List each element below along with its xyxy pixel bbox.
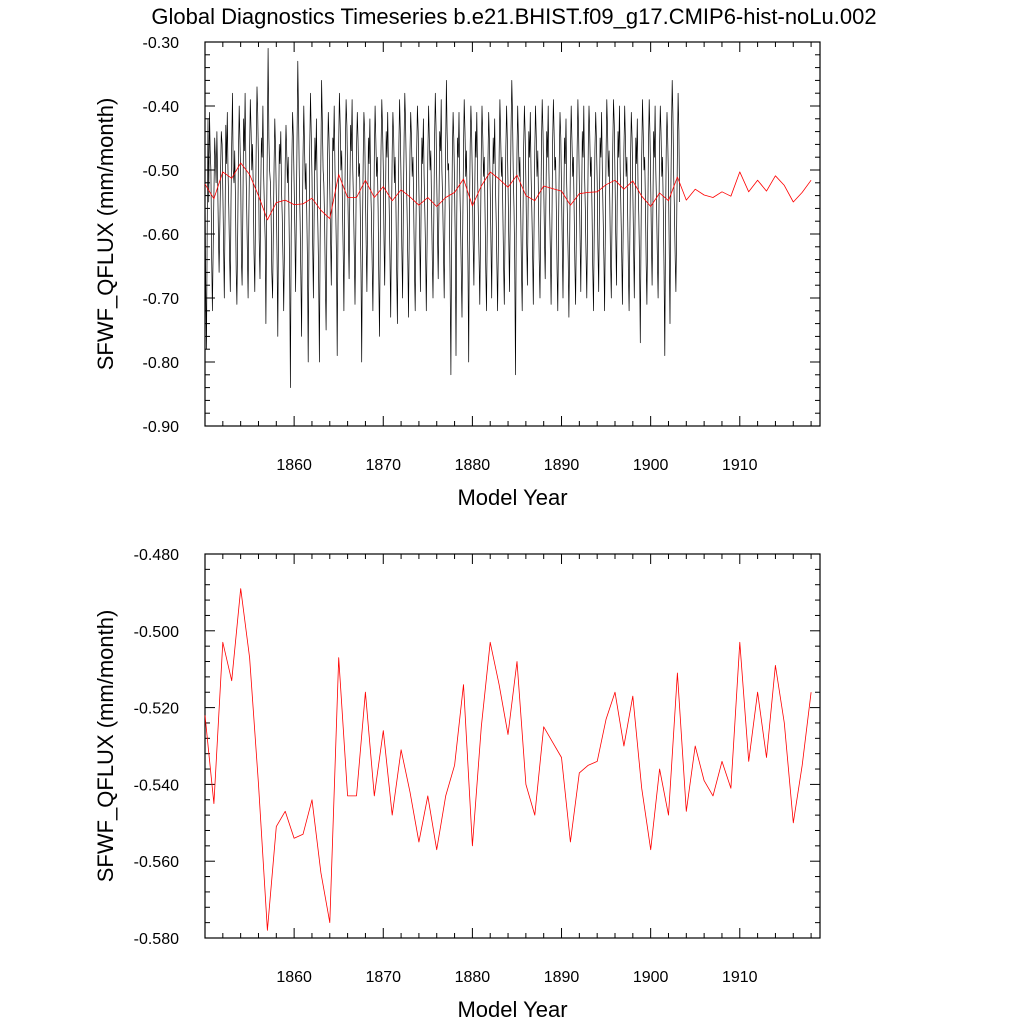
x-tick-label: 1860 bbox=[276, 969, 312, 986]
y-tick-label: -0.580 bbox=[134, 931, 179, 948]
y-axis-title: SFWF_QFLUX (mm/month) bbox=[93, 610, 118, 883]
bottom-panel: 1860 1870 1880 1890 1900 1910 -0.480 -0.500 -0.5… bbox=[93, 547, 821, 1022]
y-tick-label: -0.90 bbox=[143, 419, 180, 436]
x-tick-label: 1870 bbox=[365, 457, 401, 474]
y-tick-label: -0.80 bbox=[143, 355, 180, 372]
y-tick-label: -0.50 bbox=[143, 163, 180, 180]
x-tick-label: 1900 bbox=[633, 457, 669, 474]
y-tick-label: -0.560 bbox=[134, 854, 179, 871]
annual-series-line bbox=[204, 588, 812, 931]
x-axis-title: Model Year bbox=[457, 997, 567, 1022]
y-tick-label: -0.540 bbox=[134, 777, 179, 794]
y-tick-label: -0.40 bbox=[143, 99, 180, 116]
x-tick-label: 1890 bbox=[544, 969, 580, 986]
y-tick-label: -0.30 bbox=[143, 35, 180, 52]
top-panel: 1860 1870 1880 1890 1900 1910 -0.30 -0.40 -0.50 -… bbox=[93, 35, 821, 510]
x-tick-label: 1900 bbox=[633, 969, 669, 986]
annual-series-line bbox=[204, 162, 812, 221]
y-tick-label: -0.480 bbox=[134, 547, 179, 564]
plot-frame bbox=[204, 553, 821, 939]
y-tick-label: -0.60 bbox=[143, 227, 180, 244]
x-tick-label: 1880 bbox=[455, 457, 491, 474]
y-tick-label: -0.520 bbox=[134, 701, 179, 718]
x-tick-label: 1910 bbox=[722, 457, 758, 474]
x-tick-label: 1890 bbox=[544, 457, 580, 474]
chart-title: Global Diagnostics Timeseries b.e21.BHIS… bbox=[151, 4, 876, 29]
x-tick-label: 1860 bbox=[276, 457, 312, 474]
y-tick-label: -0.70 bbox=[143, 291, 180, 308]
y-axis-title: SFWF_QFLUX (mm/month) bbox=[93, 98, 118, 371]
monthly-series-line bbox=[204, 48, 680, 388]
x-axis-title: Model Year bbox=[457, 485, 567, 510]
x-tick-label: 1870 bbox=[365, 969, 401, 986]
x-tick-label: 1910 bbox=[722, 969, 758, 986]
x-tick-label: 1880 bbox=[455, 969, 491, 986]
y-tick-label: -0.500 bbox=[134, 624, 179, 641]
